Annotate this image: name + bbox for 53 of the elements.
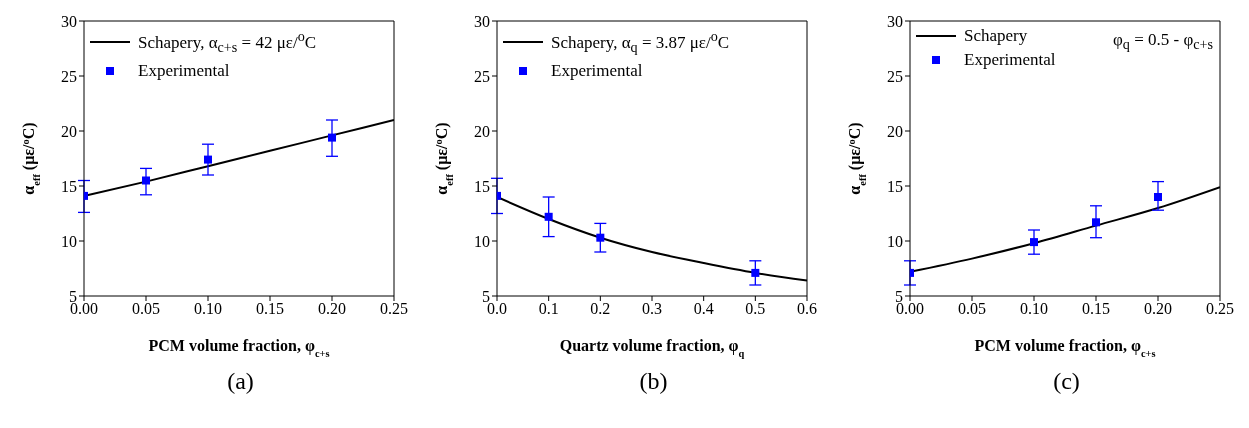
x-tick-label: 0.2 bbox=[590, 300, 611, 318]
x-tick-label: 0.10 bbox=[194, 300, 222, 318]
y-tick-label: 15 bbox=[474, 177, 490, 195]
text: (a) bbox=[226, 368, 255, 395]
text: (b) bbox=[638, 368, 669, 395]
annotation: φ$_{q}$ = 0.5 - φ$_{c+s}$ bbox=[1113, 30, 1213, 54]
point bbox=[142, 176, 150, 185]
point bbox=[1092, 218, 1100, 227]
x-tick-label: 0.3 bbox=[642, 300, 662, 318]
x-tick-label: 0.25 bbox=[380, 300, 408, 318]
legend-label: Experimental bbox=[138, 60, 230, 83]
point bbox=[751, 268, 760, 277]
y-tick-label: 30 bbox=[887, 12, 903, 30]
y-tick-label: 10 bbox=[474, 232, 490, 250]
y-tick-label: 10 bbox=[887, 232, 903, 250]
x-tick-label: 0.20 bbox=[318, 300, 346, 318]
point bbox=[1030, 238, 1038, 247]
x-tick-label: 0.4 bbox=[693, 300, 714, 318]
y-tick-label: 30 bbox=[61, 12, 77, 30]
text: (c) bbox=[1052, 368, 1081, 395]
x-axis-title: PCM volume fraction, φ$_{c+s}$ bbox=[148, 337, 330, 359]
x-axis-title: Quartz volume fraction, φ$_{q}$ bbox=[559, 337, 745, 359]
y-tick-label: 30 bbox=[474, 12, 490, 30]
point bbox=[596, 233, 605, 242]
x-axis-title: PCM volume fraction, φ$_{c+s}$ bbox=[974, 337, 1156, 359]
point bbox=[204, 155, 212, 164]
x-tick-label: 0.5 bbox=[745, 300, 766, 318]
y-tick-label: 15 bbox=[61, 177, 77, 195]
legend-label: Schapery, α$_{c+s}$ = 42 με/$^{o}$C bbox=[138, 27, 317, 58]
legend-label: Experimental bbox=[551, 60, 643, 83]
point bbox=[544, 212, 553, 221]
x-tick-label: 0.05 bbox=[132, 300, 160, 318]
legend-label: Experimental bbox=[964, 49, 1056, 71]
y-tick-label: 20 bbox=[61, 122, 77, 140]
x-tick-label: 0.10 bbox=[1020, 300, 1048, 318]
y-tick-label: 20 bbox=[474, 122, 490, 140]
x-tick-label: 0.05 bbox=[958, 300, 986, 318]
y-tick-label: 20 bbox=[887, 122, 903, 140]
y-tick-label: 25 bbox=[887, 67, 903, 85]
legend-label: Schapery bbox=[964, 25, 1028, 47]
x-tick-label: 0.15 bbox=[256, 300, 284, 318]
point bbox=[1154, 193, 1162, 201]
x-tick-label: 0.25 bbox=[1206, 300, 1234, 318]
legend-label: Schapery, α$_{q}$ = 3.87 με/$^{o}$C bbox=[551, 27, 730, 58]
x-tick-label: 0.6 bbox=[797, 300, 817, 318]
x-tick-label: 0.15 bbox=[1082, 300, 1110, 318]
y-tick-label: 15 bbox=[887, 177, 903, 195]
x-tick-label: 0.20 bbox=[1144, 300, 1172, 318]
point bbox=[328, 133, 336, 142]
x-tick-label: 0.1 bbox=[538, 300, 559, 318]
y-tick-label: 25 bbox=[61, 67, 77, 85]
y-tick-label: 25 bbox=[474, 67, 490, 85]
y-tick-label: 10 bbox=[61, 232, 77, 250]
